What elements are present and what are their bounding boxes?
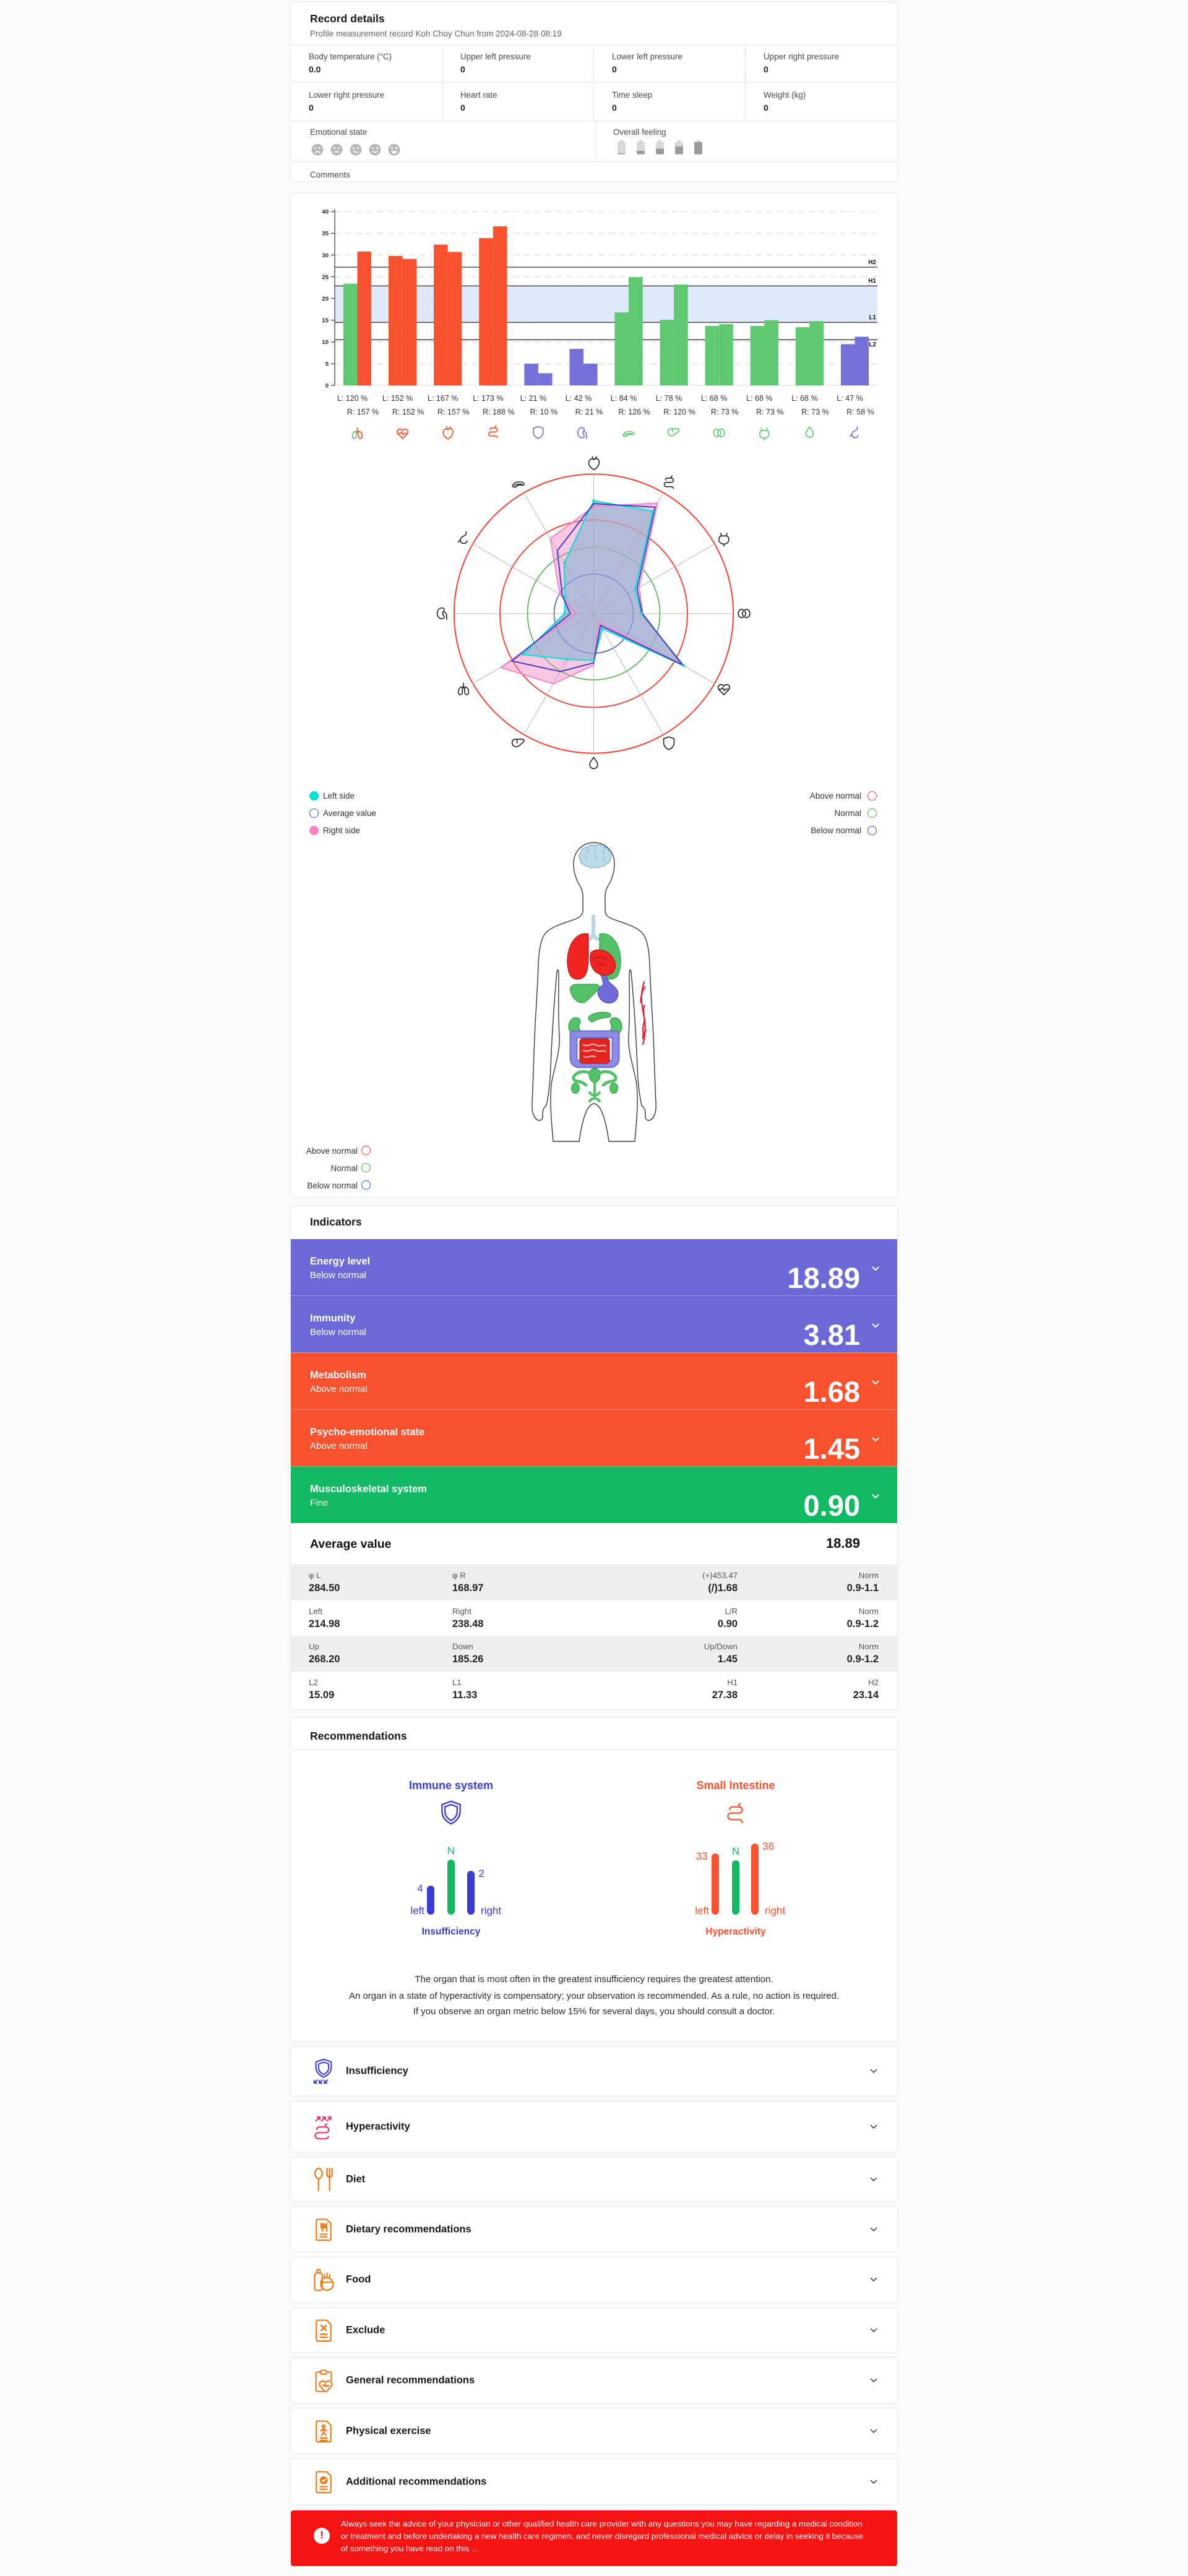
svg-text:20: 20 — [322, 296, 329, 303]
svg-text:5: 5 — [325, 361, 329, 367]
svg-text:R: 21 %: R: 21 % — [575, 408, 603, 416]
svg-text:L: 78 %: L: 78 % — [656, 394, 682, 403]
svg-text:L: 21 %: L: 21 % — [520, 394, 546, 403]
svg-text:H2: H2 — [868, 259, 876, 266]
svg-text:L: 68 %: L: 68 % — [701, 394, 727, 403]
svg-text:R: 73 %: R: 73 % — [801, 408, 829, 416]
svg-text:H1: H1 — [868, 278, 876, 285]
svg-text:15: 15 — [322, 317, 329, 324]
svg-text:35: 35 — [322, 231, 329, 238]
svg-text:L: 68 %: L: 68 % — [791, 394, 817, 403]
svg-text:L2: L2 — [869, 341, 876, 348]
svg-text:25: 25 — [322, 274, 329, 281]
svg-text:L: 84 %: L: 84 % — [611, 394, 637, 403]
svg-text:R: 73 %: R: 73 % — [756, 408, 783, 416]
svg-text:10: 10 — [322, 339, 329, 346]
svg-text:L1: L1 — [869, 314, 876, 321]
svg-text:R: 73 %: R: 73 % — [711, 408, 738, 416]
svg-text:L: 152 %: L: 152 % — [382, 394, 413, 403]
svg-text:L: 167 %: L: 167 % — [428, 394, 458, 403]
svg-text:R: 120 %: R: 120 % — [663, 408, 695, 416]
svg-text:R: 58 %: R: 58 % — [846, 408, 874, 416]
svg-text:30: 30 — [322, 252, 329, 259]
svg-text:L: 173 %: L: 173 % — [473, 394, 503, 403]
svg-text:L: 42 %: L: 42 % — [566, 394, 592, 403]
svg-text:R: 152 %: R: 152 % — [392, 408, 424, 416]
svg-text:40: 40 — [322, 209, 329, 216]
svg-text:R: 157 %: R: 157 % — [347, 408, 379, 416]
svg-text:0: 0 — [325, 383, 329, 390]
svg-text:L: 68 %: L: 68 % — [746, 394, 772, 403]
svg-text:R: 157 %: R: 157 % — [437, 408, 469, 416]
svg-text:R: 10 %: R: 10 % — [530, 408, 557, 416]
svg-text:L: 47 %: L: 47 % — [837, 394, 863, 403]
svg-text:R: 126 %: R: 126 % — [618, 408, 650, 416]
svg-text:R: 188 %: R: 188 % — [483, 408, 514, 416]
svg-text:L: 120 %: L: 120 % — [337, 394, 368, 403]
